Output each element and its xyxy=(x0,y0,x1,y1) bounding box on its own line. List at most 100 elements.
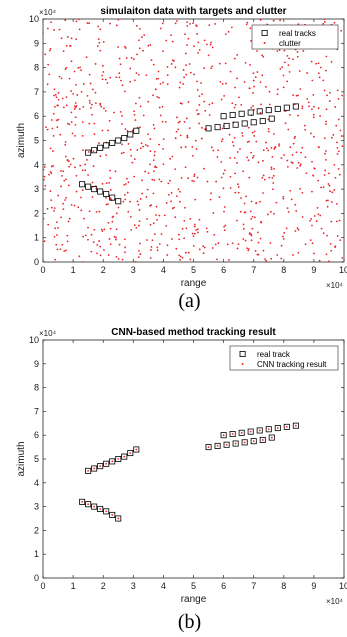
x-tick-label: 10 xyxy=(339,581,347,591)
point-clutter xyxy=(49,190,52,192)
point-clutter xyxy=(297,114,300,117)
point-clutter xyxy=(193,232,196,235)
point-real-tracks xyxy=(103,142,110,149)
point-clutter xyxy=(92,150,95,153)
point-clutter xyxy=(91,181,94,184)
point-clutter xyxy=(105,154,107,156)
point-clutter xyxy=(101,74,104,77)
point-clutter xyxy=(236,53,239,56)
point-clutter xyxy=(137,224,140,227)
y-exponent-label: ×10⁴ xyxy=(39,329,57,338)
point-clutter xyxy=(313,167,316,170)
point-clutter xyxy=(231,102,234,105)
point-clutter xyxy=(136,200,139,203)
point-clutter xyxy=(150,59,153,62)
y-tick-label: 6 xyxy=(34,430,39,440)
point-clutter xyxy=(193,225,196,228)
point-clutter xyxy=(66,36,69,38)
point-clutter xyxy=(139,253,142,255)
point-clutter xyxy=(149,223,152,226)
point-clutter xyxy=(50,206,53,209)
point-clutter xyxy=(64,143,67,146)
point-clutter xyxy=(220,98,223,101)
point-clutter xyxy=(282,74,285,77)
point-clutter xyxy=(82,106,85,108)
point-clutter xyxy=(124,193,126,196)
point-clutter xyxy=(99,28,102,31)
legend-entry: real tracks xyxy=(279,29,316,38)
point-clutter xyxy=(299,88,302,90)
point-clutter xyxy=(58,75,61,78)
point-clutter xyxy=(187,37,190,40)
point-clutter xyxy=(162,138,165,141)
point-clutter xyxy=(78,108,81,110)
point-clutter xyxy=(332,134,335,136)
point-clutter xyxy=(152,192,155,195)
point-real-track xyxy=(238,429,245,436)
point-clutter xyxy=(237,186,240,188)
point-clutter xyxy=(333,163,336,166)
point-clutter xyxy=(149,257,152,259)
point-clutter xyxy=(49,147,52,150)
point-clutter xyxy=(248,140,250,143)
point-clutter xyxy=(61,97,64,100)
point-clutter xyxy=(154,165,157,168)
point-clutter xyxy=(196,113,199,116)
subfigure-caption: (a) xyxy=(178,290,200,312)
point-clutter xyxy=(92,165,95,168)
point-clutter xyxy=(287,128,290,131)
point-clutter xyxy=(101,129,104,132)
point-clutter xyxy=(149,163,151,166)
point-clutter xyxy=(248,176,251,179)
point-clutter xyxy=(201,126,203,129)
plot-frame xyxy=(42,339,345,579)
point-clutter xyxy=(111,220,114,223)
subfigure-caption: (b) xyxy=(178,611,201,633)
point-clutter xyxy=(53,88,56,91)
point-clutter xyxy=(193,223,196,226)
point-clutter xyxy=(57,104,59,107)
point-clutter xyxy=(295,151,298,154)
point-real-track xyxy=(85,501,92,508)
point-clutter xyxy=(195,24,197,27)
point-clutter xyxy=(301,107,304,110)
point-clutter xyxy=(109,198,112,201)
point-clutter xyxy=(211,65,214,68)
point-clutter xyxy=(186,136,189,138)
point-real-tracks xyxy=(103,190,110,197)
point-clutter xyxy=(208,114,211,116)
legend-entry: real track xyxy=(257,350,291,359)
point-real-track xyxy=(91,503,98,510)
point-clutter xyxy=(75,105,78,107)
point-real-tracks xyxy=(220,113,227,120)
point-clutter xyxy=(64,141,67,143)
point-clutter xyxy=(90,106,92,109)
point-clutter xyxy=(186,21,188,24)
point-clutter xyxy=(289,189,292,192)
point-clutter xyxy=(280,157,283,159)
point-clutter xyxy=(75,83,77,86)
point-clutter xyxy=(294,230,297,232)
point-clutter xyxy=(294,203,297,206)
point-clutter xyxy=(280,257,283,260)
point-clutter xyxy=(250,39,252,42)
point-clutter xyxy=(186,44,188,47)
point-clutter xyxy=(94,102,97,105)
point-clutter xyxy=(198,218,201,221)
point-real-track xyxy=(268,434,275,441)
point-clutter xyxy=(152,63,155,66)
point-clutter xyxy=(251,227,254,230)
point-clutter xyxy=(272,182,275,184)
point-clutter xyxy=(59,133,62,136)
point-clutter xyxy=(295,210,298,212)
point-real-track xyxy=(256,427,263,434)
point-clutter xyxy=(191,154,194,157)
point-clutter xyxy=(138,209,141,211)
point-clutter xyxy=(61,175,63,177)
point-clutter xyxy=(142,49,144,52)
point-clutter xyxy=(312,113,315,116)
point-clutter xyxy=(172,60,175,62)
point-clutter xyxy=(253,130,256,133)
point-clutter xyxy=(297,251,300,254)
legend-marker-square xyxy=(239,350,246,357)
